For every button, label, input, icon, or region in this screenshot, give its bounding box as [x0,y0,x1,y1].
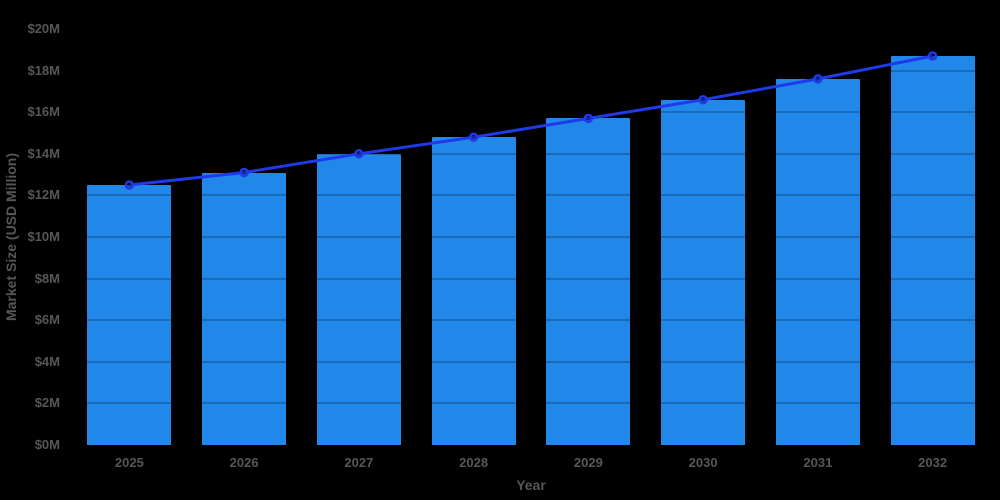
y-tick-label: $6M [34,312,60,328]
y-tick-label: $18M [27,62,60,78]
bar-2030 [661,99,746,445]
x-tick-label: 2027 [344,455,374,470]
x-tick-label: 2030 [688,455,718,470]
gridline [72,69,990,72]
y-tick-label: $4M [34,353,60,369]
y-tick-label: $12M [27,187,60,203]
bar-2029 [546,118,631,445]
bar-2031 [775,78,860,445]
plot-area [72,28,990,445]
x-tick-label: 2032 [918,455,948,470]
gridline [72,28,990,30]
y-tick-label: $2M [34,395,60,411]
bar-2025 [87,185,172,445]
x-tick-label: 2026 [229,455,259,470]
y-tick-label: $0M [34,437,60,452]
bar-2028 [431,137,516,445]
bar-2027 [316,153,401,445]
bar-2026 [202,172,287,445]
x-tick-label: 2029 [573,455,603,470]
y-tick-label: $16M [27,104,60,120]
y-tick-label: $8M [34,270,60,286]
x-tick-label: 2025 [114,455,144,470]
y-tick-label: $10M [27,229,60,244]
x-tick-label: 2031 [803,455,833,470]
y-tick-label: $20M [27,21,60,36]
x-axis-title: Year [516,477,546,493]
bar-2032 [890,56,975,445]
x-tick-label: 2028 [459,455,489,470]
y-tick-label: $14M [27,145,60,161]
